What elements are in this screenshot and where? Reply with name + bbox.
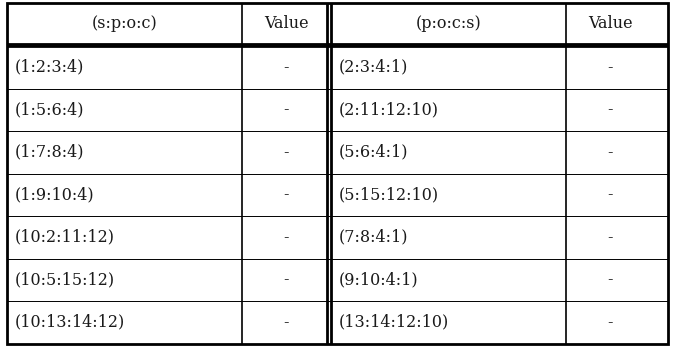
Text: (s:p:o:c): (s:p:o:c) (91, 15, 157, 32)
Text: (5:15:12:10): (5:15:12:10) (339, 186, 439, 203)
Text: (9:10:4:1): (9:10:4:1) (339, 271, 418, 288)
Text: (1:5:6:4): (1:5:6:4) (15, 101, 84, 118)
Text: (2:3:4:1): (2:3:4:1) (339, 59, 408, 76)
Text: -: - (284, 144, 289, 161)
Text: (p:o:c:s): (p:o:c:s) (415, 15, 481, 32)
Text: -: - (284, 271, 289, 288)
Text: (1:2:3:4): (1:2:3:4) (15, 59, 84, 76)
Text: (1:7:8:4): (1:7:8:4) (15, 144, 84, 161)
Text: -: - (284, 229, 289, 246)
Text: (10:2:11:12): (10:2:11:12) (15, 229, 115, 246)
Text: (10:13:14:12): (10:13:14:12) (15, 314, 125, 331)
Text: Value: Value (588, 15, 632, 32)
Text: (13:14:12:10): (13:14:12:10) (339, 314, 450, 331)
Text: -: - (284, 186, 289, 203)
Text: -: - (608, 59, 613, 76)
Text: Value: Value (264, 15, 308, 32)
Text: (10:5:15:12): (10:5:15:12) (15, 271, 115, 288)
Text: (1:9:10:4): (1:9:10:4) (15, 186, 95, 203)
Text: -: - (608, 186, 613, 203)
Text: (2:11:12:10): (2:11:12:10) (339, 101, 439, 118)
Text: -: - (608, 314, 613, 331)
Text: -: - (608, 101, 613, 118)
Text: -: - (284, 314, 289, 331)
Text: (7:8:4:1): (7:8:4:1) (339, 229, 408, 246)
Text: -: - (284, 101, 289, 118)
Text: -: - (608, 229, 613, 246)
Text: -: - (608, 144, 613, 161)
Text: -: - (284, 59, 289, 76)
Text: -: - (608, 271, 613, 288)
Text: (5:6:4:1): (5:6:4:1) (339, 144, 408, 161)
